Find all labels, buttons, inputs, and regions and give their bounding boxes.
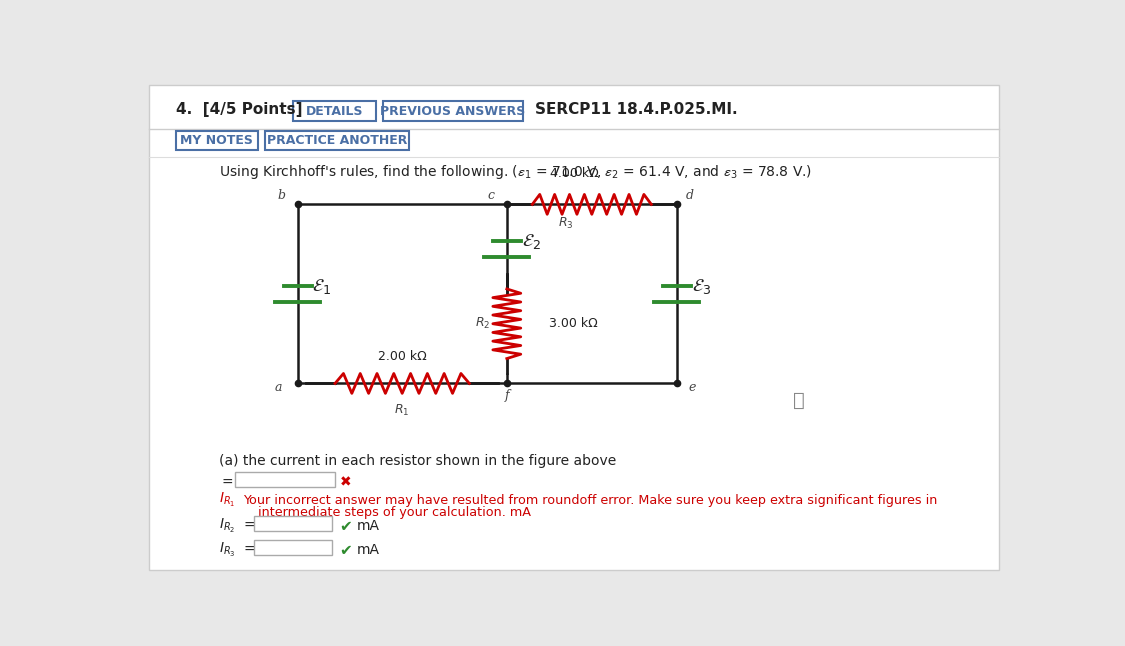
FancyBboxPatch shape (382, 101, 522, 121)
Text: $\mathcal{E}_1$: $\mathcal{E}_1$ (313, 277, 332, 296)
FancyBboxPatch shape (294, 101, 376, 121)
FancyBboxPatch shape (176, 130, 259, 150)
Text: intermediate steps of your calculation. mA: intermediate steps of your calculation. … (259, 506, 531, 519)
Text: ✖: ✖ (340, 475, 351, 490)
Text: $I_{R_2}$: $I_{R_2}$ (219, 517, 235, 536)
FancyBboxPatch shape (266, 130, 410, 150)
Text: d: d (686, 189, 694, 202)
Text: $R_2$: $R_2$ (475, 316, 490, 331)
Text: MY NOTES: MY NOTES (180, 134, 253, 147)
Text: 4.  [4/5 Points]: 4. [4/5 Points] (176, 102, 302, 118)
Text: ⓘ: ⓘ (793, 391, 804, 410)
Text: =: = (222, 475, 233, 490)
Text: SERCP11 18.4.P.025.MI.: SERCP11 18.4.P.025.MI. (534, 102, 737, 118)
Text: $I_{R_3}$: $I_{R_3}$ (219, 541, 236, 559)
Text: mA: mA (357, 543, 380, 557)
Text: Using Kirchhoff's rules, find the following. ($\mathcal{\varepsilon}_1$ = 71.0 V: Using Kirchhoff's rules, find the follow… (219, 163, 812, 181)
Text: 4.00 kΩ: 4.00 kΩ (550, 167, 598, 180)
Text: PREVIOUS ANSWERS: PREVIOUS ANSWERS (380, 105, 525, 118)
Text: (a) the current in each resistor shown in the figure above: (a) the current in each resistor shown i… (219, 453, 616, 468)
Text: c: c (487, 189, 495, 202)
Text: $I_{R_1}$: $I_{R_1}$ (219, 492, 235, 509)
FancyBboxPatch shape (254, 540, 333, 555)
Text: Your incorrect answer may have resulted from roundoff error. Make sure you keep : Your incorrect answer may have resulted … (243, 494, 938, 507)
Text: DETAILS: DETAILS (306, 105, 363, 118)
Text: $\mathcal{E}_2$: $\mathcal{E}_2$ (522, 232, 541, 251)
Text: 2.00 kΩ: 2.00 kΩ (378, 349, 426, 362)
Text: $R_1$: $R_1$ (395, 403, 410, 419)
Text: =: = (243, 519, 255, 533)
Text: =: = (243, 543, 255, 557)
Text: b: b (278, 189, 286, 202)
Text: PRACTICE ANOTHER: PRACTICE ANOTHER (267, 134, 407, 147)
Text: $\mathcal{E}_3$: $\mathcal{E}_3$ (692, 277, 711, 296)
Text: $R_3$: $R_3$ (558, 216, 574, 231)
Text: ✔: ✔ (340, 543, 352, 557)
FancyBboxPatch shape (254, 516, 333, 531)
Text: f: f (504, 390, 510, 402)
Text: 2.82: 2.82 (273, 519, 304, 533)
Text: e: e (688, 381, 696, 394)
Text: 3.00 kΩ: 3.00 kΩ (549, 317, 597, 330)
Text: 2.27: 2.27 (273, 543, 304, 557)
Text: ✔: ✔ (340, 519, 352, 534)
Text: mA: mA (357, 519, 380, 533)
FancyBboxPatch shape (150, 85, 999, 570)
Text: a: a (274, 381, 282, 394)
FancyBboxPatch shape (235, 472, 335, 487)
